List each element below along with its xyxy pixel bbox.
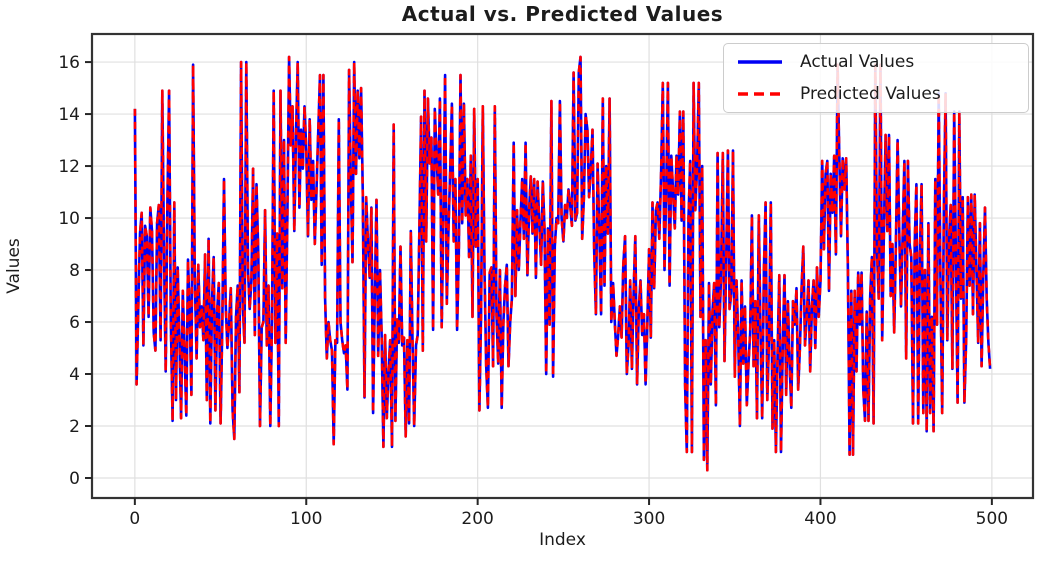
legend-label-predicted: Predicted Values bbox=[800, 84, 941, 104]
chart-title: Actual vs. Predicted Values bbox=[401, 2, 724, 26]
y-tick-label: 10 bbox=[58, 209, 80, 229]
x-tick-label: 100 bbox=[290, 509, 322, 529]
y-tick-label: 4 bbox=[69, 365, 80, 385]
actual-line-swatch-icon bbox=[738, 60, 782, 64]
y-axis-label: Values bbox=[4, 238, 24, 294]
y-tick-label: 0 bbox=[69, 469, 80, 489]
predicted-line-swatch-icon bbox=[738, 92, 782, 96]
axes-spines bbox=[90, 32, 1035, 500]
y-tick-label: 6 bbox=[69, 313, 80, 333]
x-axis-label: Index bbox=[539, 530, 586, 550]
legend-label-actual: Actual Values bbox=[800, 52, 915, 72]
x-tick-label: 500 bbox=[976, 509, 1008, 529]
y-tick-label: 8 bbox=[69, 261, 80, 281]
series-line-actual bbox=[133, 55, 992, 472]
y-tick-label: 16 bbox=[58, 53, 80, 73]
y-tick-label: 2 bbox=[69, 417, 80, 437]
x-tick-label: 0 bbox=[129, 509, 140, 529]
x-tick-label: 400 bbox=[804, 509, 836, 529]
y-tick-label: 12 bbox=[58, 157, 80, 177]
x-tick-label: 300 bbox=[633, 509, 665, 529]
legend: Actual Values Predicted Values bbox=[723, 43, 1029, 113]
legend-item-actual: Actual Values bbox=[734, 48, 1018, 76]
legend-item-predicted: Predicted Values bbox=[734, 80, 1018, 108]
y-tick-label: 14 bbox=[58, 105, 80, 125]
x-tick-label: 200 bbox=[461, 509, 493, 529]
